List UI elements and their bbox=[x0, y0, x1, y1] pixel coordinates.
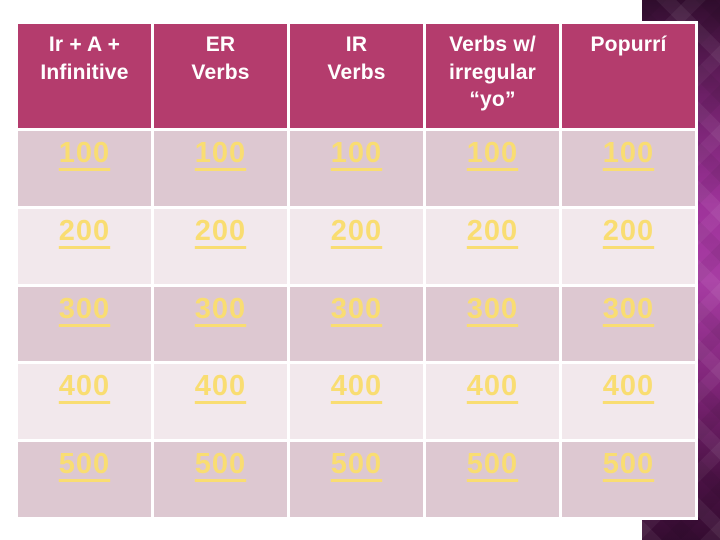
clue-ir-verbs-400[interactable]: 400 bbox=[330, 370, 383, 403]
clue-cell: 200 bbox=[18, 208, 151, 284]
clue-cell: 500 bbox=[290, 442, 423, 517]
clue-cell: 100 bbox=[426, 131, 559, 206]
clue-irregular-yo-100[interactable]: 100 bbox=[466, 137, 519, 169]
clue-cell: 100 bbox=[154, 131, 287, 206]
clue-cell: 500 bbox=[154, 442, 287, 517]
clue-cell: 300 bbox=[562, 286, 695, 362]
clue-cell: 400 bbox=[154, 364, 287, 440]
clue-ir-a-infinitive-400[interactable]: 400 bbox=[58, 370, 111, 403]
jeopardy-board: Ir + A + Infinitive ER Verbs IR Verbs Ve… bbox=[15, 21, 698, 520]
category-header-ir-a-infinitive: Ir + A + Infinitive bbox=[18, 24, 151, 128]
clue-ir-a-infinitive-500[interactable]: 500 bbox=[58, 448, 111, 481]
clue-ir-verbs-300[interactable]: 300 bbox=[330, 292, 383, 325]
clue-popurri-200[interactable]: 200 bbox=[602, 214, 655, 247]
clue-er-verbs-400[interactable]: 400 bbox=[194, 370, 247, 403]
category-header-ir-verbs: IR Verbs bbox=[290, 24, 423, 128]
clue-ir-verbs-100[interactable]: 100 bbox=[330, 137, 383, 169]
clue-ir-a-infinitive-200[interactable]: 200 bbox=[58, 214, 111, 247]
clue-cell: 400 bbox=[18, 364, 151, 440]
clue-cell: 400 bbox=[562, 364, 695, 440]
clue-ir-a-infinitive-100[interactable]: 100 bbox=[58, 137, 111, 169]
clue-ir-verbs-500[interactable]: 500 bbox=[330, 448, 383, 481]
clue-cell: 300 bbox=[290, 286, 423, 362]
category-header-popurri: Popurrí bbox=[562, 24, 695, 128]
clue-cell: 100 bbox=[18, 131, 151, 206]
clue-irregular-yo-400[interactable]: 400 bbox=[466, 370, 519, 403]
clue-irregular-yo-200[interactable]: 200 bbox=[466, 214, 519, 247]
clue-er-verbs-500[interactable]: 500 bbox=[194, 448, 247, 481]
clue-cell: 300 bbox=[18, 286, 151, 362]
clue-cell: 400 bbox=[290, 364, 423, 440]
clue-popurri-400[interactable]: 400 bbox=[602, 370, 655, 403]
clue-cell: 300 bbox=[426, 286, 559, 362]
clue-cell: 200 bbox=[426, 208, 559, 284]
clue-cell: 100 bbox=[562, 131, 695, 206]
clue-cell: 500 bbox=[18, 442, 151, 517]
clue-irregular-yo-500[interactable]: 500 bbox=[466, 448, 519, 481]
clue-popurri-300[interactable]: 300 bbox=[602, 292, 655, 325]
clue-cell: 100 bbox=[290, 131, 423, 206]
clue-cell: 200 bbox=[154, 208, 287, 284]
clue-cell: 200 bbox=[562, 208, 695, 284]
clue-cell: 300 bbox=[154, 286, 287, 362]
clue-cell: 500 bbox=[426, 442, 559, 517]
clue-er-verbs-300[interactable]: 300 bbox=[194, 292, 247, 325]
clue-cell: 400 bbox=[426, 364, 559, 440]
clue-er-verbs-100[interactable]: 100 bbox=[194, 137, 247, 169]
clue-ir-verbs-200[interactable]: 200 bbox=[330, 214, 383, 247]
category-header-irregular-yo: Verbs w/ irregular “yo” bbox=[426, 24, 559, 128]
clue-irregular-yo-300[interactable]: 300 bbox=[466, 292, 519, 325]
clue-cell: 500 bbox=[562, 442, 695, 517]
category-header-er-verbs: ER Verbs bbox=[154, 24, 287, 128]
clue-popurri-500[interactable]: 500 bbox=[602, 448, 655, 481]
clue-cell: 200 bbox=[290, 208, 423, 284]
clue-popurri-100[interactable]: 100 bbox=[602, 137, 655, 169]
clue-ir-a-infinitive-300[interactable]: 300 bbox=[58, 292, 111, 325]
clue-er-verbs-200[interactable]: 200 bbox=[194, 214, 247, 247]
